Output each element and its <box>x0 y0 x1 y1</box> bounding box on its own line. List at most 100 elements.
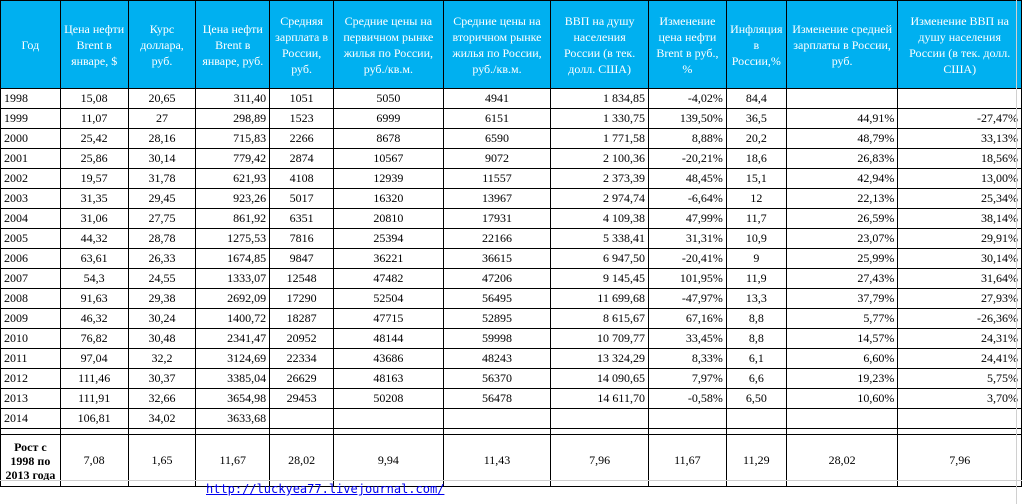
table-cell[interactable]: 10,60% <box>785 388 899 409</box>
table-cell[interactable]: 22166 <box>442 228 552 249</box>
header-primary-housing[interactable]: Средние цены на первичном рынке жилья по… <box>333 0 444 89</box>
table-cell[interactable]: 30,14% <box>897 248 1022 269</box>
table-cell[interactable]: 25,42 <box>59 128 129 149</box>
table-cell[interactable]: 861,92 <box>195 208 271 229</box>
table-cell[interactable]: 4941 <box>442 88 552 109</box>
table-cell[interactable]: 48,45% <box>647 168 727 189</box>
table-cell[interactable]: 23,07% <box>785 228 899 249</box>
table-cell[interactable]: -0,58% <box>647 388 727 409</box>
header-secondary-housing[interactable]: Средние цены на вторичном рынке жилья по… <box>442 0 552 89</box>
year-cell[interactable]: 2000 <box>0 128 61 149</box>
table-cell[interactable]: 298,89 <box>195 108 271 129</box>
table-cell[interactable]: 19,57 <box>59 168 129 189</box>
table-cell[interactable]: 29,38 <box>127 288 197 309</box>
table-cell[interactable]: 5050 <box>333 88 444 109</box>
year-cell[interactable]: 2013 <box>0 388 61 409</box>
year-cell[interactable]: 1998 <box>0 88 61 109</box>
table-cell[interactable]: 54,3 <box>59 268 129 289</box>
table-cell[interactable]: 22334 <box>269 348 335 369</box>
table-cell[interactable]: 29,45 <box>127 188 197 209</box>
year-cell[interactable]: 1999 <box>0 108 61 129</box>
year-cell[interactable]: 2010 <box>0 328 61 349</box>
table-cell[interactable]: 44,91% <box>785 108 899 129</box>
table-cell[interactable]: 8 615,67 <box>550 308 649 329</box>
table-cell[interactable]: -6,64% <box>647 188 727 209</box>
table-cell[interactable]: 59998 <box>442 328 552 349</box>
table-cell[interactable]: 2341,47 <box>195 328 271 349</box>
table-cell[interactable]: 111,91 <box>59 388 129 409</box>
table-cell[interactable]: 1051 <box>269 88 335 109</box>
table-cell[interactable]: -20,21% <box>647 148 727 169</box>
table-cell[interactable] <box>269 408 335 429</box>
growth-cell[interactable]: 28,02 <box>785 434 899 487</box>
table-cell[interactable]: 30,48 <box>127 328 197 349</box>
table-cell[interactable]: 25394 <box>333 228 444 249</box>
table-cell[interactable] <box>785 88 899 109</box>
header-salary-change[interactable]: Изменение средней зарплаты в России, руб… <box>785 0 899 89</box>
header-inflation[interactable]: Инфляция в России,% <box>725 0 787 89</box>
table-cell[interactable]: 5017 <box>269 188 335 209</box>
table-cell[interactable]: 20,65 <box>127 88 197 109</box>
table-cell[interactable]: 6,6 <box>725 368 787 389</box>
table-cell[interactable]: 6,50 <box>725 388 787 409</box>
table-cell[interactable]: 5 338,41 <box>550 228 649 249</box>
table-cell[interactable]: 56495 <box>442 288 552 309</box>
table-cell[interactable]: 31,06 <box>59 208 129 229</box>
table-cell[interactable]: 3,70% <box>897 388 1022 409</box>
table-cell[interactable] <box>897 88 1022 109</box>
table-cell[interactable]: 9 145,45 <box>550 268 649 289</box>
table-cell[interactable]: 18,6 <box>725 148 787 169</box>
table-cell[interactable]: 48163 <box>333 368 444 389</box>
table-cell[interactable]: 11,7 <box>725 208 787 229</box>
table-cell[interactable]: 15,1 <box>725 168 787 189</box>
table-cell[interactable]: 3633,68 <box>195 408 271 429</box>
table-cell[interactable]: 13,00% <box>897 168 1022 189</box>
table-cell[interactable]: 12 <box>725 188 787 209</box>
table-cell[interactable]: 311,40 <box>195 88 271 109</box>
table-cell[interactable]: 6,1 <box>725 348 787 369</box>
table-cell[interactable]: 2 100,36 <box>550 148 649 169</box>
table-cell[interactable]: 17290 <box>269 288 335 309</box>
header-avg-salary[interactable]: Средняя зарплата в России, руб. <box>269 0 335 89</box>
year-cell[interactable]: 2005 <box>0 228 61 249</box>
table-cell[interactable]: 97,04 <box>59 348 129 369</box>
table-cell[interactable]: 715,83 <box>195 128 271 149</box>
table-cell[interactable]: 2692,09 <box>195 288 271 309</box>
table-cell[interactable] <box>550 408 649 429</box>
table-cell[interactable]: 24,41% <box>897 348 1022 369</box>
table-cell[interactable]: 5,75% <box>897 368 1022 389</box>
year-cell[interactable]: 2009 <box>0 308 61 329</box>
table-cell[interactable]: 111,46 <box>59 368 129 389</box>
table-cell[interactable]: -27,47% <box>897 108 1022 129</box>
table-cell[interactable]: 13,3 <box>725 288 787 309</box>
growth-cell[interactable]: 1,65 <box>127 434 197 487</box>
table-cell[interactable]: 20,2 <box>725 128 787 149</box>
table-cell[interactable]: 6351 <box>269 208 335 229</box>
table-cell[interactable]: 91,63 <box>59 288 129 309</box>
table-cell[interactable]: 8,33% <box>647 348 727 369</box>
header-brent-rub[interactable]: Цена нефти Brent в январе, руб. <box>195 0 271 89</box>
table-cell[interactable]: 36615 <box>442 248 552 269</box>
table-cell[interactable]: 31,78 <box>127 168 197 189</box>
year-cell[interactable]: 2008 <box>0 288 61 309</box>
table-cell[interactable]: -26,36% <box>897 308 1022 329</box>
table-cell[interactable]: 30,37 <box>127 368 197 389</box>
table-cell[interactable]: 44,32 <box>59 228 129 249</box>
table-cell[interactable]: 101,95% <box>647 268 727 289</box>
table-cell[interactable]: 17931 <box>442 208 552 229</box>
table-cell[interactable]: 24,31% <box>897 328 1022 349</box>
table-cell[interactable]: 52504 <box>333 288 444 309</box>
table-cell[interactable]: 18287 <box>269 308 335 329</box>
table-cell[interactable]: 6151 <box>442 108 552 129</box>
growth-cell[interactable]: 11,29 <box>725 434 787 487</box>
table-cell[interactable]: 9072 <box>442 148 552 169</box>
table-cell[interactable]: 47,99% <box>647 208 727 229</box>
table-cell[interactable]: 36,5 <box>725 108 787 129</box>
table-cell[interactable]: 26,33 <box>127 248 197 269</box>
table-cell[interactable] <box>647 408 727 429</box>
table-cell[interactable]: 5,77% <box>785 308 899 329</box>
table-cell[interactable]: 2 373,39 <box>550 168 649 189</box>
table-cell[interactable]: 48144 <box>333 328 444 349</box>
year-cell[interactable]: 2012 <box>0 368 61 389</box>
table-cell[interactable]: 38,14% <box>897 208 1022 229</box>
